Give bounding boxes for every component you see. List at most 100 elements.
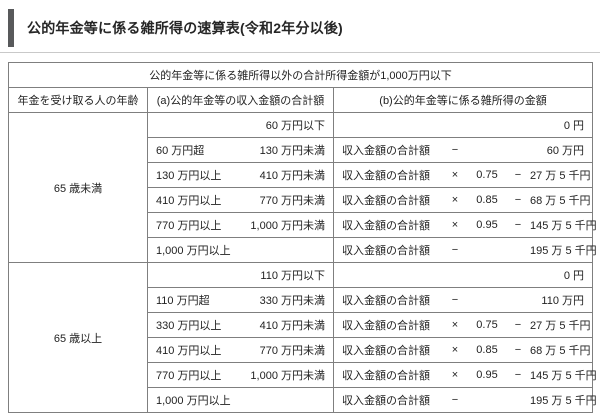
formula-operator-1: × [451,194,459,206]
deduction-formula: 0 円 [334,267,592,283]
deduction-formula: 収入金額の合計額 × 0.75 −27 万 5 千円 [334,317,592,333]
income-range-cell: 330 万円以上 410 万円未満 [147,312,334,338]
formula-cell: 収入金額の合計額 × 0.95 −145 万 5 千円 [332,212,597,238]
income-range: 110 万円超 330 万円未満 [148,292,333,308]
title-divider [0,52,600,53]
formula-cell: 収入金額の合計額 − 60 万円 [332,137,594,163]
income-range: 410 万円以上 770 万円未満 [148,192,333,208]
formula-operator-1: × [451,344,459,356]
range-from: 770 万円以上 [156,220,222,232]
header-age: 年金を受け取る人の年齢 [8,87,148,113]
income-range-cell: 770 万円以上 1,000 万円未満 [147,362,334,388]
formula-label: 収入金額の合計額 [342,345,430,357]
income-range: 110 万円以下 [148,267,333,283]
deduction-formula: 収入金額の合計額 − 195 万 5 千円 [334,392,597,408]
deduction-formula: 収入金額の合計額 × 0.85 −68 万 5 千円 [334,342,592,358]
range-to: 110 万円以下 [260,270,325,282]
header-misc-income: (b)公的年金等に係る雑所得の金額 [332,87,594,113]
range-from: 1,000 万円以上 [156,245,231,257]
formula-operator-2: − [514,219,522,231]
income-range: 1,000 万円以上 [148,242,333,258]
range-to: 770 万円未満 [259,195,325,207]
range-from: 110 万円超 [156,295,210,307]
income-range: 770 万円以上 1,000 万円未満 [148,367,333,383]
formula-operator-1: − [451,244,459,256]
formula-amount: 195 万 5 千円 [530,395,597,407]
formula-multiplier: 0.75 [476,169,498,181]
formula-amount: 27 万 5 千円 [530,320,591,332]
formula-label: 収入金額の合計額 [342,145,430,157]
formula-cell: 0 円 [332,112,594,138]
formula-cell: 0 円 [332,262,594,288]
formula-multiplier: 0.95 [476,219,498,231]
formula-label: 収入金額の合計額 [342,245,430,257]
table-row: 1,000 万円以上 収入金額の合計額 − 195 万 5 千円 [9,387,597,413]
formula-operator-1: × [451,319,459,331]
formula-amount: 68 万 5 千円 [530,345,591,357]
income-range: 410 万円以上 770 万円未満 [148,342,333,358]
formula-label: 収入金額の合計額 [342,170,430,182]
income-range-cell: 1,000 万円以上 [147,237,334,263]
range-from: 1,000 万円以上 [156,395,231,407]
deduction-formula: 収入金額の合計額 × 0.95 −145 万 5 千円 [334,217,597,233]
range-from: 130 万円以上 [156,170,222,182]
formula-operator-1: × [451,219,459,231]
income-range-cell: 60 万円以下 [147,112,334,138]
deduction-formula: 収入金額の合計額 − 60 万円 [334,142,592,158]
income-range: 770 万円以上 1,000 万円未満 [148,217,333,233]
table-row: 60 万円超 130 万円未満 収入金額の合計額 − 60 万円 [9,137,594,163]
income-range-cell: 60 万円超 130 万円未満 [147,137,334,163]
range-from: 410 万円以上 [156,195,222,207]
table-row: 410 万円以上 770 万円未満 収入金額の合計額 × 0.85 −68 万 5 千円 [9,187,594,213]
table-row: 1,000 万円以上 収入金額の合計額 − 195 万 5 千円 [9,237,597,263]
formula-cell: 収入金額の合計額 − 110 万円 [332,287,594,313]
formula-label: 収入金額の合計額 [342,220,430,232]
range-to: 410 万円未満 [259,170,325,182]
range-from: 410 万円以上 [156,345,222,357]
formula-cell: 収入金額の合計額 − 195 万 5 千円 [332,387,597,413]
formula-operator-1: − [451,394,459,406]
formula-operator-1: × [451,369,459,381]
range-to: 60 万円以下 [265,120,325,132]
formula-amount: 195 万 5 千円 [530,245,597,257]
deduction-formula: 収入金額の合計額 − 110 万円 [334,292,592,308]
table-row: 410 万円以上 770 万円未満 収入金額の合計額 × 0.85 −68 万 5 千円 [9,337,594,363]
range-from: 770 万円以上 [156,370,222,382]
formula-multiplier: 0.75 [476,319,498,331]
formula-operator-2: − [514,194,522,206]
table-wrap: 公的年金等に係る雑所得以外の合計所得金額が1,000万円以下 年金を受け取る人の… [0,53,600,413]
income-range-cell: 770 万円以上 1,000 万円未満 [147,212,334,238]
income-range-cell: 110 万円超 330 万円未満 [147,287,334,313]
formula-cell: 収入金額の合計額 × 0.85 −68 万 5 千円 [332,337,594,363]
formula-amount: 68 万 5 千円 [530,195,591,207]
income-range: 1,000 万円以上 [148,392,333,408]
formula-cell: 収入金額の合計額 × 0.75 −27 万 5 千円 [332,312,594,338]
formula-label: 収入金額の合計額 [342,395,430,407]
age-group-cell: 65 歳以上 [8,262,148,413]
deduction-formula: 収入金額の合計額 × 0.85 −68 万 5 千円 [334,192,592,208]
deduction-formula: 0 円 [334,117,592,133]
table-caption: 公的年金等に係る雑所得以外の合計所得金額が1,000万円以下 [7,62,594,88]
table-row: 770 万円以上 1,000 万円未満 収入金額の合計額 × 0.95 −145 万 5 … [9,362,597,388]
header-income-total: (a)公的年金等の収入金額の合計額 [147,87,334,113]
formula-cell: 収入金額の合計額 × 0.85 −68 万 5 千円 [332,187,594,213]
formula-operator-1: − [451,294,459,306]
income-range-cell: 1,000 万円以上 [147,387,334,413]
table-row: 65 歳未満 60 万円以下 0 円 [8,112,594,263]
range-to: 130 万円未満 [259,145,325,157]
income-range: 60 万円以下 [148,117,333,133]
range-to: 1,000 万円未満 [250,370,325,382]
formula-amount: 27 万 5 千円 [530,170,591,182]
formula-cell: 収入金額の合計額 − 195 万 5 千円 [332,237,597,263]
range-to: 1,000 万円未満 [250,220,325,232]
range-to: 330 万円未満 [259,295,325,307]
income-range-cell: 130 万円以上 410 万円未満 [147,162,334,188]
header-row: 年金を受け取る人の年齢 (a)公的年金等の収入金額の合計額 (b)公的年金等に係… [8,87,594,113]
formula-label: 収入金額の合計額 [342,195,430,207]
pension-misc-income-table: 公的年金等に係る雑所得以外の合計所得金額が1,000万円以下 年金を受け取る人の… [7,62,597,413]
formula-operator-1: × [451,169,459,181]
formula-label: 収入金額の合計額 [342,295,430,307]
formula-operator-2: − [514,344,522,356]
deduction-formula: 収入金額の合計額 × 0.95 −145 万 5 千円 [334,367,597,383]
title-accent-bar [8,9,14,47]
